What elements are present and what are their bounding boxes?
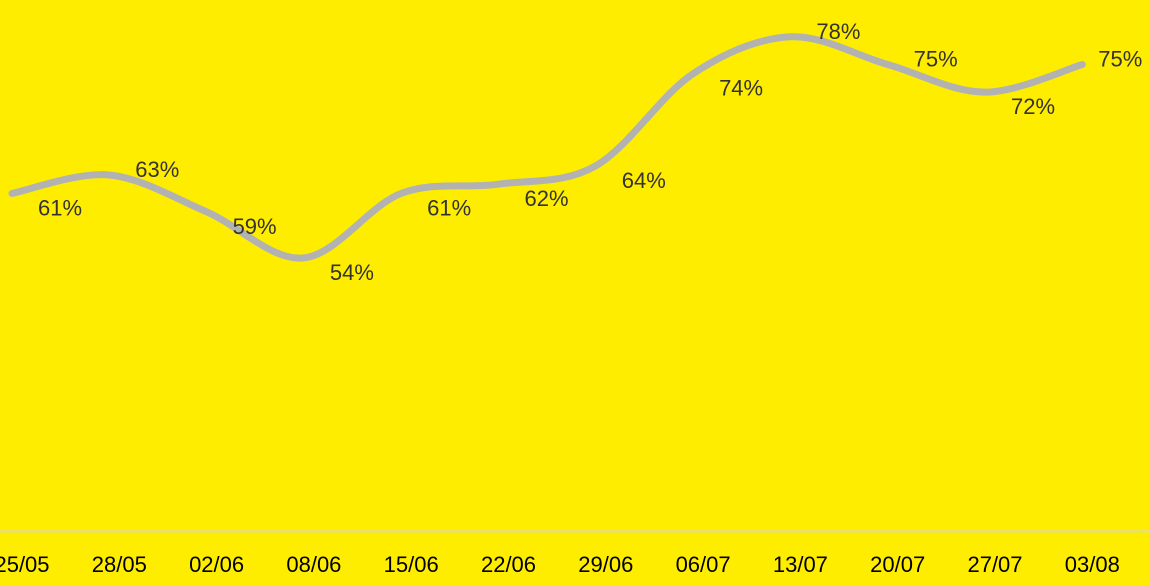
data-label: 61% [427,195,471,220]
data-label: 74% [719,76,763,101]
series-line [8,33,1086,262]
data-label: 59% [233,214,277,239]
x-tick-label: 27/07 [967,552,1022,577]
data-label: 64% [622,168,666,193]
x-tick-label: 15/06 [384,552,439,577]
x-tick-label: 02/06 [189,552,244,577]
x-axis-ticks: 25/05 28/05 02/06 08/06 15/06 22/06 29/06 06/07… [0,552,1120,577]
data-label: 75% [1098,47,1142,72]
x-tick-label: 03/08 [1065,552,1120,577]
data-label: 61% [38,195,82,220]
x-tick-label: 28/05 [92,552,147,577]
data-label: 62% [524,186,568,211]
x-tick-label: 29/06 [578,552,633,577]
x-tick-label: 08/06 [286,552,341,577]
x-tick-label: 25/05 [0,552,50,577]
x-tick-label: 20/07 [870,552,925,577]
data-label: 75% [914,47,958,72]
x-tick-label: 22/06 [481,552,536,577]
data-label: 63% [135,157,179,182]
data-labels: 61% 63% 59% 54% 61% 62% 64% 74% 78% 75% 72% 75% [38,19,1142,285]
series-group [8,33,1086,262]
x-tick-label: 13/07 [773,552,828,577]
data-label: 54% [330,260,374,285]
data-label: 72% [1011,94,1055,119]
x-tick-label: 06/07 [676,552,731,577]
data-label: 78% [816,19,860,44]
